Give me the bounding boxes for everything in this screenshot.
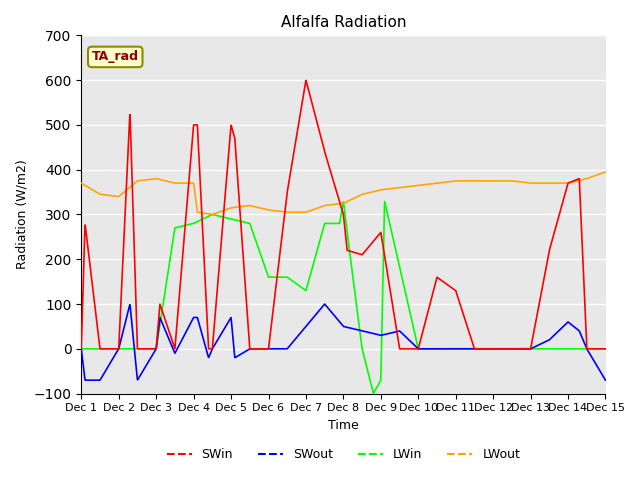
Text: TA_rad: TA_rad: [92, 50, 139, 63]
Legend: SWin, SWout, LWin, LWout: SWin, SWout, LWin, LWout: [161, 443, 525, 466]
Title: Alfalfa Radiation: Alfalfa Radiation: [280, 15, 406, 30]
X-axis label: Time: Time: [328, 419, 359, 432]
Y-axis label: Radiation (W/m2): Radiation (W/m2): [15, 159, 28, 269]
